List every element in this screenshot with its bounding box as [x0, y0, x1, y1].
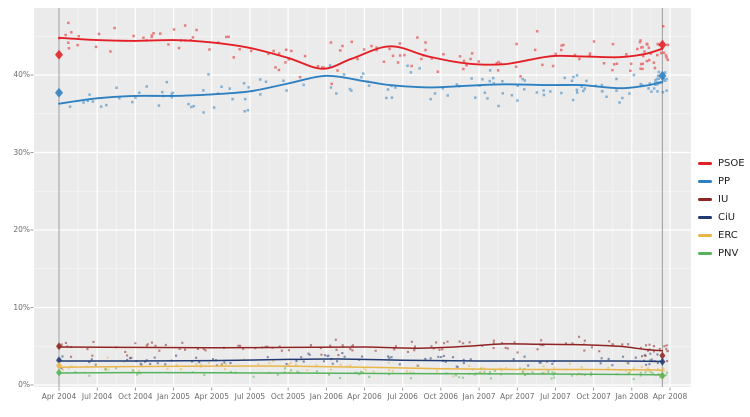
legend-label-pp: PP	[718, 175, 731, 187]
x-tick-label: Oct 2006	[424, 392, 459, 401]
erc-color-swatch	[698, 233, 712, 237]
ciu-poll-points	[60, 352, 659, 370]
x-tick-label: Oct 2007	[576, 392, 611, 401]
x-tick-label: Jan 2006	[309, 392, 343, 401]
x-tick-label: Apr 2006	[347, 392, 382, 401]
pp-election-result-0	[55, 87, 63, 98]
x-tick-label: Apr 2007	[500, 392, 535, 401]
legend-item-ciu: CiU	[698, 208, 745, 226]
erc-election-result-0	[56, 361, 62, 370]
ciu-trend-line	[58, 358, 664, 363]
legend-item-psoe: PSOE	[698, 154, 745, 172]
iu-color-swatch	[698, 197, 712, 201]
pp-poll-points	[68, 64, 668, 114]
legend-label-ciu: CiU	[718, 211, 736, 223]
legend-item-pnv: PNV	[698, 244, 745, 262]
psoe-color-swatch	[698, 161, 712, 165]
x-tick-label: Jan 2005	[156, 392, 190, 401]
iu-trend-line	[58, 343, 664, 352]
pnv-color-swatch	[698, 251, 712, 255]
pnv-election-result-1	[659, 371, 666, 380]
y-tick-label-40: 40%	[13, 70, 30, 79]
legend-item-erc: ERC	[698, 226, 745, 244]
legend-label-pnv: PNV	[718, 247, 739, 259]
iu-election-result-0	[56, 342, 62, 351]
erc-poll-points	[61, 356, 665, 378]
y-tick-label-0: 0%	[18, 380, 30, 389]
x-tick-label: Apr 2005	[195, 392, 230, 401]
pp-color-swatch	[698, 179, 712, 183]
minor-gridlines	[34, 8, 691, 387]
ciu-election-result-0	[56, 356, 62, 365]
ciu-color-swatch	[698, 215, 712, 219]
pnv-trend-line	[58, 371, 664, 376]
pnv-election-result-0	[56, 368, 62, 377]
x-tick-label: Jul 2005	[234, 392, 266, 401]
y-tick-label-30: 30%	[13, 148, 30, 157]
iu-election-result-1	[659, 351, 666, 360]
axis-ticks	[30, 74, 671, 391]
psoe-election-result-0	[55, 49, 63, 60]
legend-item-iu: IU	[698, 190, 745, 208]
erc-trend-line	[58, 365, 664, 372]
x-tick-label: Jul 2006	[386, 392, 418, 401]
x-tick-label: Jul 2007	[539, 392, 571, 401]
x-tick-label: Jul 2004	[81, 392, 113, 401]
major-gridlines	[34, 8, 691, 387]
ciu-election-result-1	[659, 357, 666, 366]
pp-election-result-1	[658, 70, 667, 81]
x-tick-label: Apr 2008	[653, 392, 688, 401]
y-tick-label-10: 10%	[13, 303, 30, 312]
plot-panel	[34, 8, 691, 387]
y-tick-label-20: 20%	[13, 225, 30, 234]
legend-label-iu: IU	[718, 193, 729, 205]
legend-item-pp: PP	[698, 172, 745, 190]
x-tick-label: Oct 2005	[271, 392, 306, 401]
psoe-election-result-1	[658, 39, 667, 50]
legend-label-erc: ERC	[718, 229, 738, 241]
legend: PSOE PP IU CiU ERC PNV	[698, 154, 745, 262]
x-tick-label: Jan 2007	[462, 392, 496, 401]
pp-trend-line	[58, 74, 664, 105]
psoe-trend-line	[58, 36, 664, 70]
legend-label-psoe: PSOE	[718, 157, 745, 169]
x-tick-label: Jan 2008	[614, 392, 648, 401]
x-tick-label: Apr 2004	[42, 392, 77, 401]
x-tick-label: Oct 2004	[118, 392, 153, 401]
